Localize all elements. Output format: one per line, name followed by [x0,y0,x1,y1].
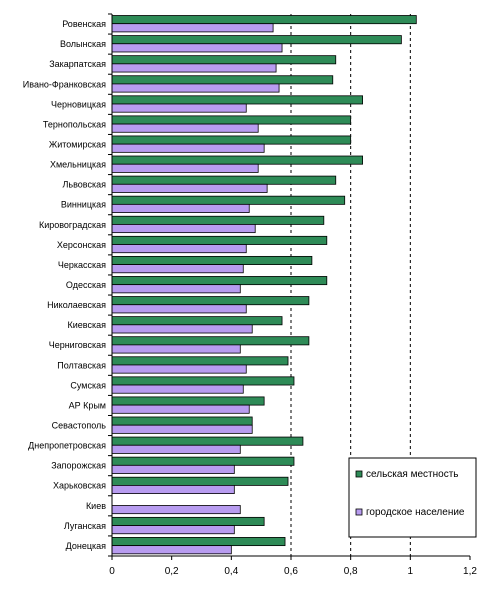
bar-rural [111,316,283,326]
bars [111,15,417,555]
category-label: Винницкая [61,200,106,210]
bar-rural [111,55,337,65]
category-label: Тернопольская [43,119,106,129]
bar-rural [111,235,328,245]
bar-rural [111,155,364,165]
bar-rural [111,15,417,25]
bar-urban [111,364,247,374]
category-label: Харьковская [53,481,106,491]
x-tick-label: 0,2 [165,566,179,577]
category-label: Хмельницкая [50,160,106,170]
bar-urban [111,384,244,394]
legend-label: сельская местность [366,469,459,480]
category-label: Запорожская [51,461,106,471]
bar-rural [111,255,313,265]
bar-urban [111,143,265,153]
bar-rural [111,215,325,225]
bar-urban [111,123,259,133]
x-tick-label: 0 [109,566,115,577]
bar-urban [111,264,244,274]
bar-urban [111,545,232,555]
legend-swatch [355,470,363,478]
category-label: Волынская [60,39,106,49]
category-label: АР Крым [69,400,106,410]
bar-urban [111,424,253,434]
bar-urban [111,244,247,254]
category-label: Днепропетровская [28,441,106,451]
bar-urban [111,63,277,73]
bar-rural [111,396,265,406]
bar-urban [111,163,259,173]
category-label: Черниговская [49,340,106,350]
category-label: Кировоградская [39,220,106,230]
bar-urban [111,485,235,495]
bar-urban [111,505,241,515]
category-label: Севастополь [52,421,107,431]
bar-rural [111,356,289,366]
bar-rural [111,175,337,185]
bar-urban [111,23,274,33]
category-label: Луганская [64,521,106,531]
bar-urban [111,344,241,354]
bar-urban [111,404,250,414]
legend-swatch [355,508,363,516]
bar-urban [111,444,241,454]
x-tick-label: 1 [408,566,414,577]
bar-rural [111,476,289,486]
bar-urban [111,224,256,234]
bar-rural [111,115,352,125]
legend-box [348,457,477,538]
x-tick-labels: 0 0,2 0,4 0,6 0,8 1 1,2 [109,566,477,577]
bar-rural [111,436,304,446]
bar-urban [111,43,283,53]
category-label: Одесская [66,280,106,290]
bar-urban [111,183,268,193]
category-label: Донецкая [66,541,106,551]
bar-rural [111,516,265,526]
bar-urban [111,203,250,213]
category-labels: Ровенская Волынская Закарпатская Ивано-Фран… [23,19,107,551]
category-label: Львовская [63,180,107,190]
bar-rural [111,336,310,346]
bar-rural [111,35,402,45]
bar-urban [111,525,235,535]
bar-urban [111,324,253,334]
x-tick-label: 0,6 [284,566,298,577]
x-tick-label: 0,4 [224,566,238,577]
bar-rural [111,456,295,466]
category-label: Ровенская [62,19,106,29]
bar-urban [111,284,241,294]
bar-rural [111,537,286,547]
x-tick-label: 1,2 [463,566,477,577]
bar-urban [111,464,235,474]
bar-rural [111,416,253,426]
x-tick-label: 0,8 [344,566,358,577]
category-label: Киевская [68,320,107,330]
axes [108,13,471,560]
bar-rural [111,296,310,306]
bar-rural [111,135,352,145]
category-label: Закарпатская [49,59,106,69]
category-label: Черновицкая [51,99,106,109]
bar-rural [111,95,364,105]
category-label: Сумская [70,380,106,390]
category-label: Киев [86,501,106,511]
category-label: Ивано-Франковская [23,79,106,89]
category-label: Херсонская [57,240,106,250]
bar-urban [111,304,247,314]
category-label: Полтавская [57,360,106,370]
bar-rural [111,75,334,85]
bar-urban [111,103,247,113]
bar-rural [111,376,295,386]
category-label: Черкасская [58,260,106,270]
category-label: Николаевская [47,300,106,310]
category-label: Житомирская [49,139,106,149]
bar-rural [111,195,346,205]
bar-rural [111,276,328,286]
legend: сельская местность городское население [348,457,477,538]
legend-label: городское население [366,507,465,518]
bar-urban [111,83,280,93]
